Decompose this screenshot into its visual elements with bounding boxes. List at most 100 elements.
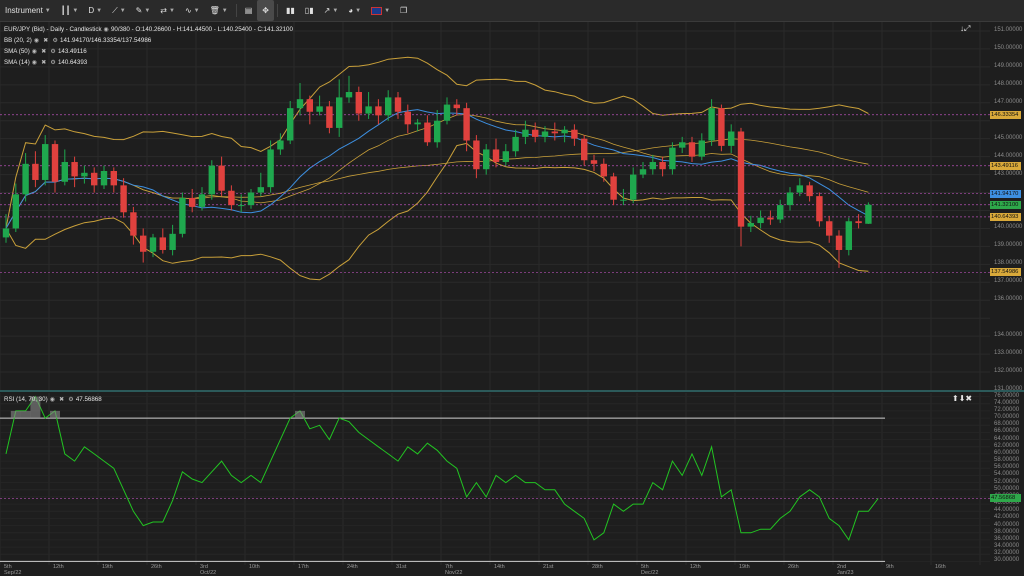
- rsi-tick-label: 52.00000: [994, 478, 1020, 485]
- time-tick-label: 16th: [935, 564, 946, 571]
- volume-button[interactable]: ▮▮: [281, 0, 300, 21]
- candle-body: [238, 205, 245, 207]
- candle-body: [522, 129, 529, 137]
- bar-chart-icon: ▮▮: [285, 6, 295, 15]
- rsi-tick-label: 42.00000: [994, 514, 1020, 521]
- candle-body: [414, 122, 421, 125]
- time-tick-month: Nov/22: [445, 569, 463, 576]
- chevron-down-icon: ▼: [355, 7, 362, 14]
- candle-body: [189, 197, 196, 207]
- close-icon[interactable]: ✖: [43, 37, 49, 44]
- gear-icon[interactable]: ⚙: [50, 59, 56, 66]
- eye-icon[interactable]: ◉: [49, 396, 56, 403]
- language-button[interactable]: ▼: [366, 0, 395, 21]
- close-icon[interactable]: ✖: [59, 396, 65, 403]
- rsi-tick-label: 44.00000: [994, 507, 1020, 514]
- price-tick-label: 133.00000: [994, 350, 1023, 357]
- time-tick-label: 9th: [886, 564, 894, 571]
- chart-type-button[interactable]: ┃┃ ▼: [56, 0, 84, 21]
- time-tick-label: 26th: [788, 564, 799, 571]
- layout-button[interactable]: ▤: [240, 0, 258, 21]
- candle-body: [826, 221, 833, 236]
- delete-button[interactable]: 🗑 ▼: [205, 0, 233, 21]
- draw-line-button[interactable]: ⟋ ▼: [107, 0, 131, 21]
- candle-body: [443, 104, 451, 121]
- expand-icon[interactable]: ⤢: [964, 24, 971, 33]
- candle-body: [816, 196, 823, 222]
- candle-body: [718, 108, 725, 146]
- price-tick-label: 131.00000: [994, 386, 1023, 392]
- candle-body: [532, 129, 539, 137]
- candle-body: [630, 174, 637, 200]
- close-icon[interactable]: ✖: [41, 48, 47, 55]
- time-tick-day: 10th: [249, 564, 260, 570]
- eye-icon[interactable]: ◉: [103, 26, 109, 33]
- candle-body: [218, 165, 225, 191]
- close-icon[interactable]: ✖: [965, 394, 973, 403]
- rsi-tick-label: 60.00000: [994, 449, 1020, 456]
- candle-body: [473, 140, 480, 170]
- legend-sma50-row: SMA (50) ◉ ✖ ⚙ 143.49116: [4, 46, 293, 57]
- price-tag: 137.54986: [990, 268, 1021, 277]
- price-tick-label: 132.00000: [994, 368, 1023, 375]
- rsi-tick-label: 32.00000: [994, 550, 1020, 557]
- time-tick-day: 5th: [4, 564, 12, 570]
- time-tick-day: 26th: [788, 564, 799, 570]
- line-tool-icon: ⟋: [112, 5, 118, 15]
- pen-tool-button[interactable]: ✎ ▼: [131, 0, 156, 21]
- time-tick-day: 2nd: [837, 564, 847, 570]
- sma14-value: 140.64393: [57, 59, 88, 66]
- rsi-tick-label: 54.00000: [994, 471, 1020, 478]
- time-tick-day: 17th: [298, 564, 309, 570]
- time-tick-month: Dec/22: [641, 569, 659, 576]
- candle-body: [512, 136, 519, 152]
- candle-body: [345, 92, 353, 98]
- gear-icon[interactable]: ⚙: [52, 37, 59, 44]
- theme-button[interactable]: ◕ ▼: [343, 0, 366, 21]
- arrows-tool-button[interactable]: ⇄ ▼: [155, 0, 180, 21]
- price-tick-label: 143.00000: [994, 170, 1023, 177]
- eye-icon[interactable]: ◉: [31, 59, 38, 66]
- move-down-icon[interactable]: ↓: [960, 24, 964, 33]
- chevron-down-icon: ▼: [72, 7, 79, 14]
- price-chart[interactable]: [0, 22, 990, 390]
- time-axis[interactable]: 5th Sep/22 12th 19th 26th 3rd Oct/22 10th 17th 24…: [0, 564, 990, 576]
- gear-icon[interactable]: ⚙: [68, 396, 74, 403]
- eye-icon[interactable]: ◉: [31, 48, 38, 55]
- bb-values: 141.94170/146.33354/137.54986: [60, 37, 152, 44]
- rsi-tick-label: 50.00000: [994, 485, 1020, 492]
- candle-body: [581, 138, 588, 161]
- candle-body: [306, 99, 313, 112]
- rsi-chart[interactable]: [0, 393, 990, 565]
- rsi-tick-label: 58.00000: [994, 457, 1020, 464]
- candle-body: [287, 108, 294, 141]
- candle-body: [61, 162, 68, 182]
- time-tick-day: 12th: [690, 564, 701, 570]
- instrument-menu[interactable]: Instrument ▼: [0, 0, 56, 21]
- price-tick-label: 134.00000: [994, 332, 1023, 339]
- gear-icon[interactable]: ⚙: [50, 48, 56, 55]
- price-axis[interactable]: 151.00000 150.00000 149.00000 148.00000 147.…: [990, 22, 1024, 392]
- eye-icon[interactable]: ◉: [33, 37, 40, 44]
- candle-body: [669, 147, 676, 170]
- layout-icon: ▤: [244, 6, 253, 15]
- candle-body: [228, 190, 235, 206]
- candle-body: [659, 162, 666, 170]
- timeframe-menu[interactable]: D ▼: [83, 0, 107, 21]
- time-tick-day: 19th: [102, 564, 113, 570]
- close-icon[interactable]: ✖: [41, 59, 47, 66]
- share-button[interactable]: ↗ ▼: [319, 0, 344, 21]
- move-down-icon[interactable]: ⬇: [958, 394, 966, 403]
- legend-bb-row: BB (20, 2) ◉ ✖ ⚙ 141.94170/146.33354/137.549…: [4, 35, 293, 46]
- indicator-button[interactable]: ∿ ▼: [180, 0, 205, 21]
- rsi-axis[interactable]: 76.00000 74.00000 72.00000 70.00000 68.00000…: [990, 393, 1024, 565]
- move-up-icon[interactable]: ⬆: [952, 394, 959, 403]
- rsi-tick-label: 36.00000: [994, 535, 1020, 542]
- panel-divider[interactable]: [0, 390, 1024, 392]
- legend-title-row: EUR/JPY (Bid) - Daily - Candlestick ◉ 90/3…: [4, 24, 293, 35]
- crosshair-button[interactable]: ✥: [257, 0, 274, 21]
- popout-button[interactable]: ❐: [395, 0, 412, 21]
- rsi-tick-label: 30.00000: [994, 557, 1020, 564]
- indicator-icon: ∿: [184, 6, 192, 15]
- compare-button[interactable]: ▯▮: [300, 0, 319, 21]
